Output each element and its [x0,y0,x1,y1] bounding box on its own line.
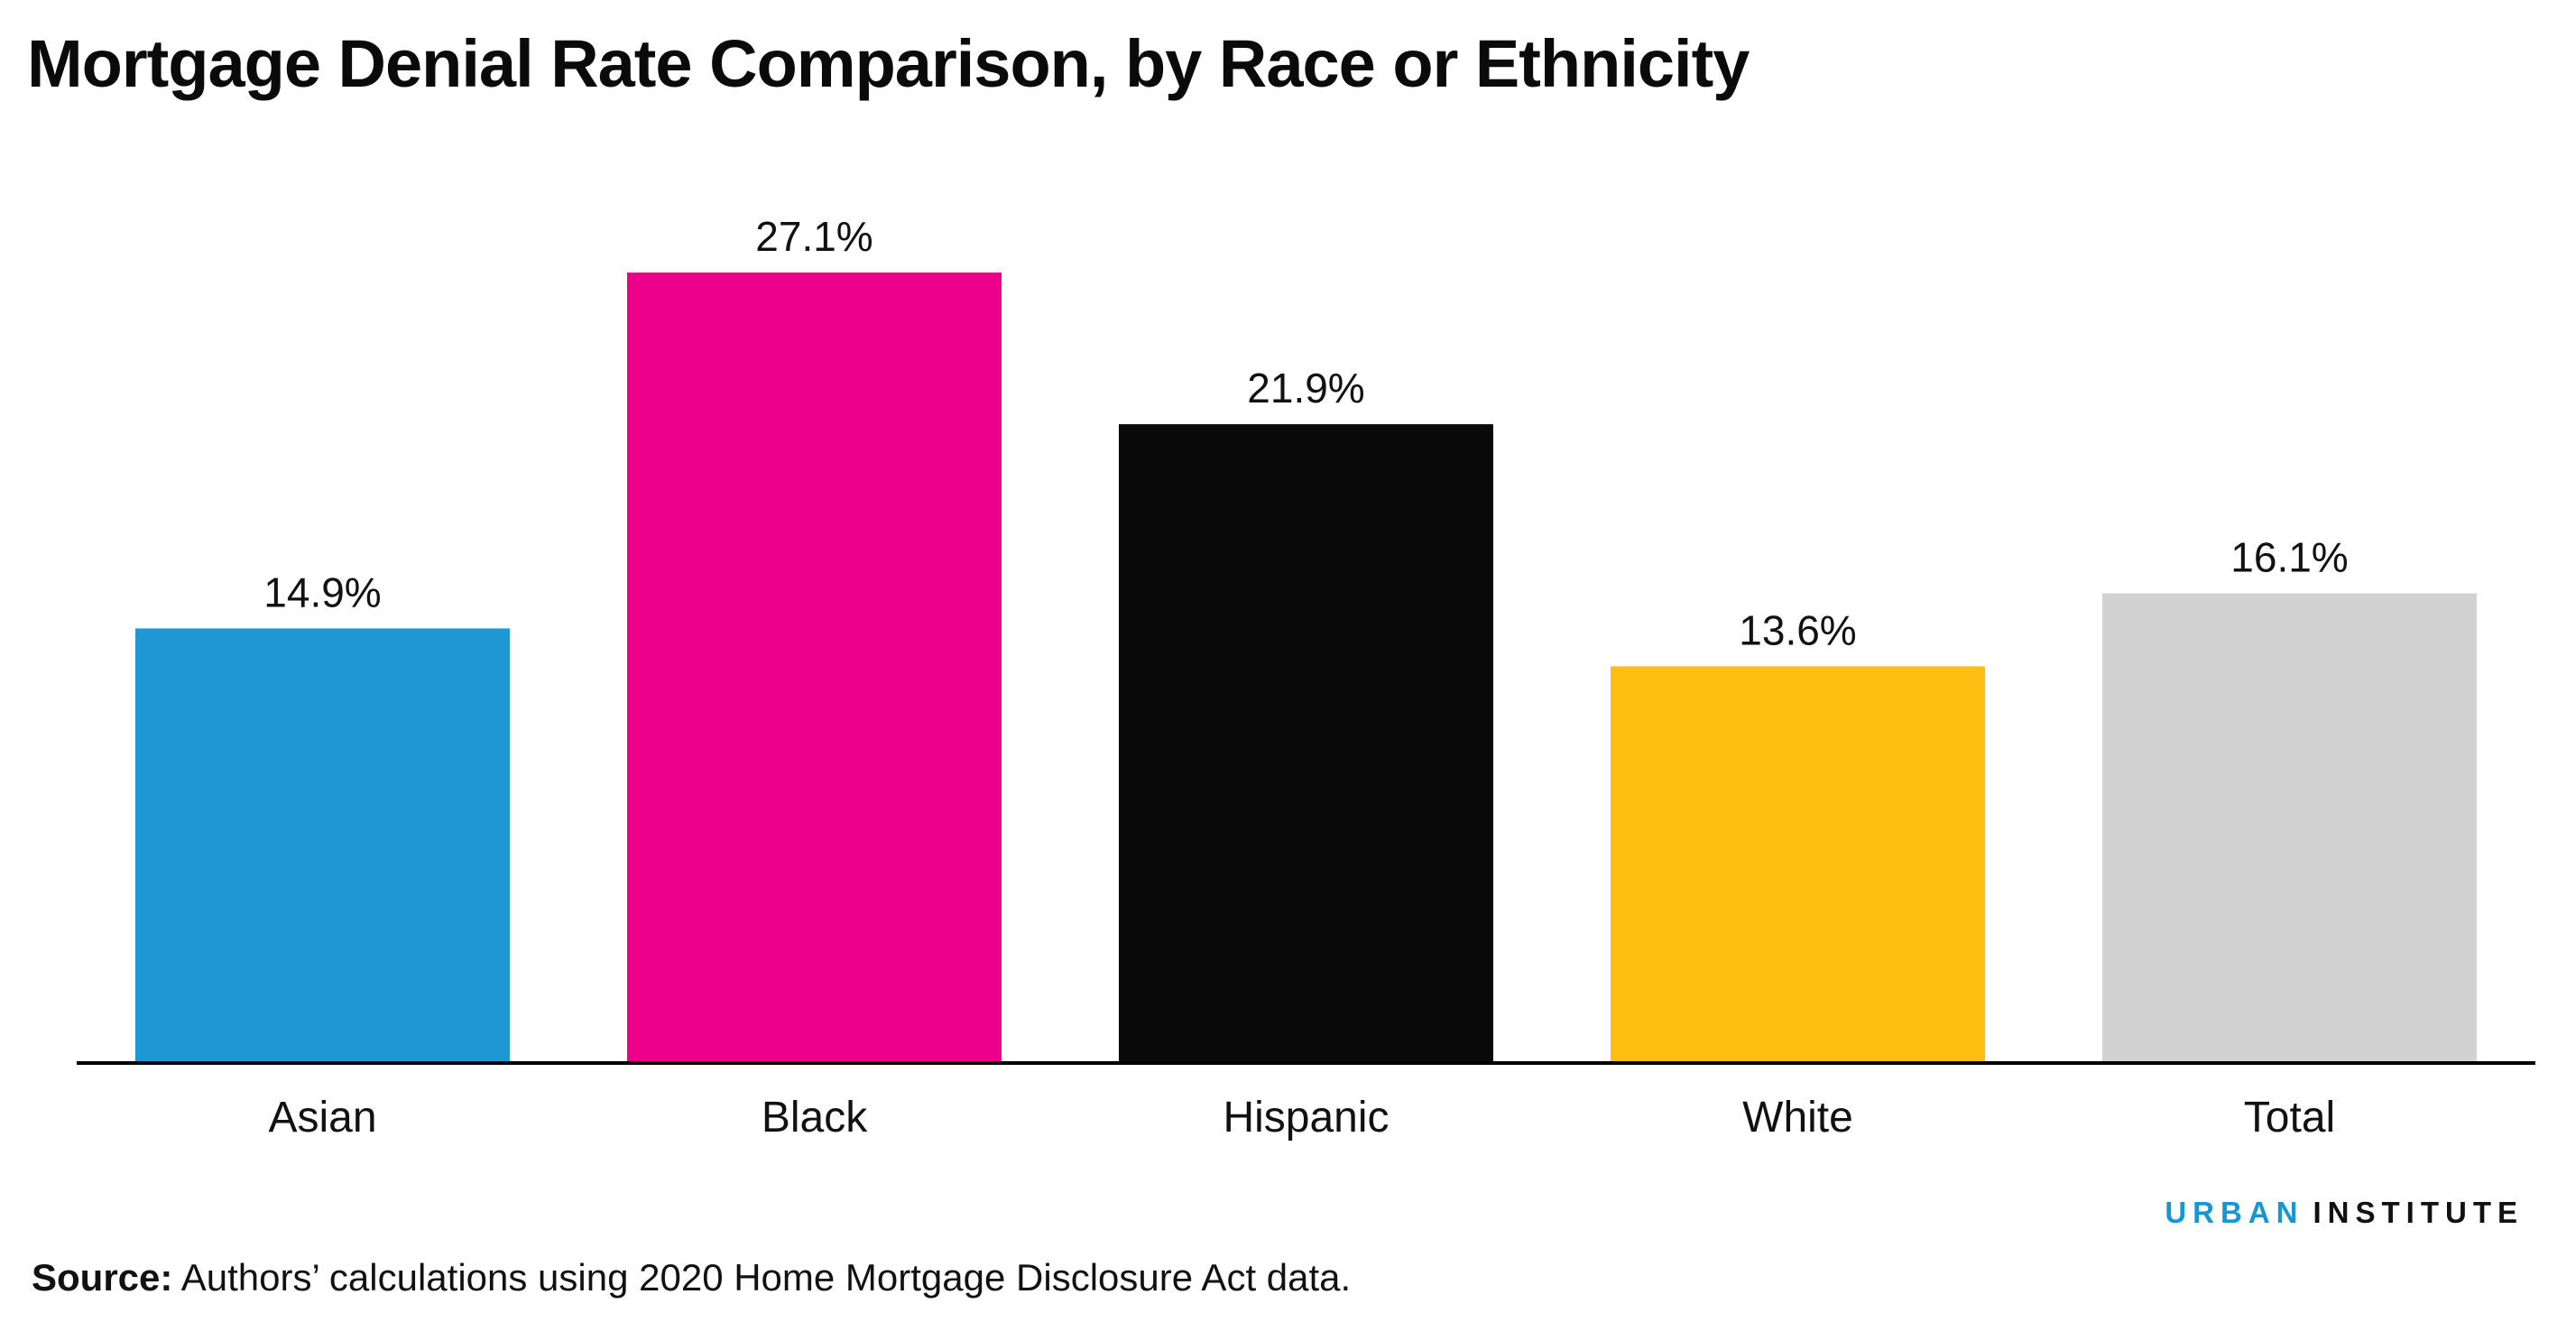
category-label-white: White [1742,1094,1853,1142]
value-label-black: 27.1% [755,213,873,260]
source-text: Authors’ calculations using 2020 Home Mo… [180,1256,1352,1299]
value-labels-group: 14.9% 27.1% 21.9% 13.6% 16.1% [263,213,2348,653]
category-label-asian: Asian [268,1094,376,1142]
source-label: Source: [32,1256,173,1299]
value-label-asian: 14.9% [263,569,381,615]
value-label-hispanic: 21.9% [1247,365,1364,411]
bar-total [2102,593,2477,1063]
bar-white [1611,666,1985,1063]
value-label-white: 13.6% [1739,606,1856,653]
urban-institute-logo: URBAN INSTITUTE [2165,1196,2524,1230]
chart-title: Mortgage Denial Rate Comparison, by Race… [27,26,1750,101]
bar-asian [135,628,510,1063]
value-label-total: 16.1% [2230,534,2348,581]
category-label-total: Total [2244,1094,2335,1142]
category-label-black: Black [762,1094,868,1142]
category-label-hispanic: Hispanic [1223,1094,1389,1142]
bars-group [135,273,2477,1064]
source-note: Source: Authors’ calculations using 2020… [32,1256,1351,1299]
logo-word-urban: URBAN [2165,1196,2304,1229]
bar-hispanic [1119,424,1493,1064]
bar-black [627,273,1002,1063]
logo-word-institute: INSTITUTE [2313,1196,2524,1229]
category-labels-group: Asian Black Hispanic White Total [268,1094,2335,1142]
